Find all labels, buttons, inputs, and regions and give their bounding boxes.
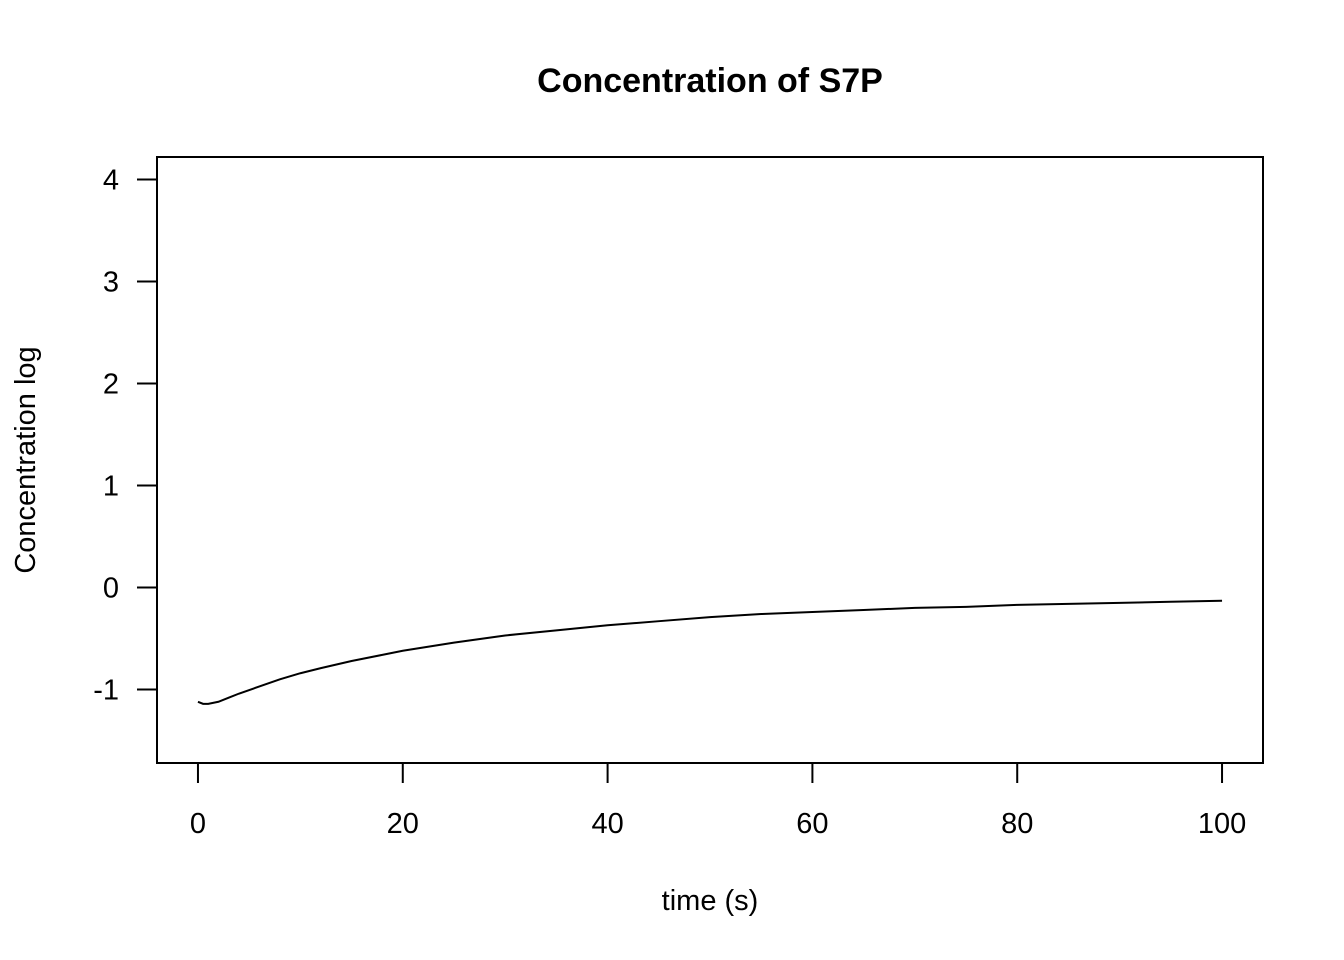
series-line bbox=[197, 599, 1223, 705]
x-tick-label: 80 bbox=[1001, 808, 1033, 840]
y-tick-label: -1 bbox=[93, 675, 119, 707]
y-tick-label: 4 bbox=[103, 164, 119, 196]
x-axis: 0 20 40 60 80 100 bbox=[190, 762, 1246, 840]
series-group bbox=[197, 599, 1223, 705]
x-tick-label: 0 bbox=[190, 808, 206, 840]
x-tick-label: 20 bbox=[387, 808, 419, 840]
chart-title: Concentration of S7P bbox=[537, 62, 883, 100]
y-axis: -1 0 1 2 3 4 bbox=[93, 164, 158, 707]
x-tick-label: 60 bbox=[796, 808, 828, 840]
y-tick-label: 1 bbox=[103, 471, 119, 503]
plot-frame bbox=[156, 156, 1264, 764]
y-tick-label: 2 bbox=[103, 368, 119, 400]
y-tick-label: 3 bbox=[103, 266, 119, 298]
x-tick-label: 40 bbox=[591, 808, 623, 840]
x-tick-label: 100 bbox=[1198, 808, 1246, 840]
y-tick-label: 0 bbox=[103, 573, 119, 605]
x-axis-label: time (s) bbox=[662, 885, 759, 917]
y-axis-label: Concentration log bbox=[10, 346, 42, 573]
